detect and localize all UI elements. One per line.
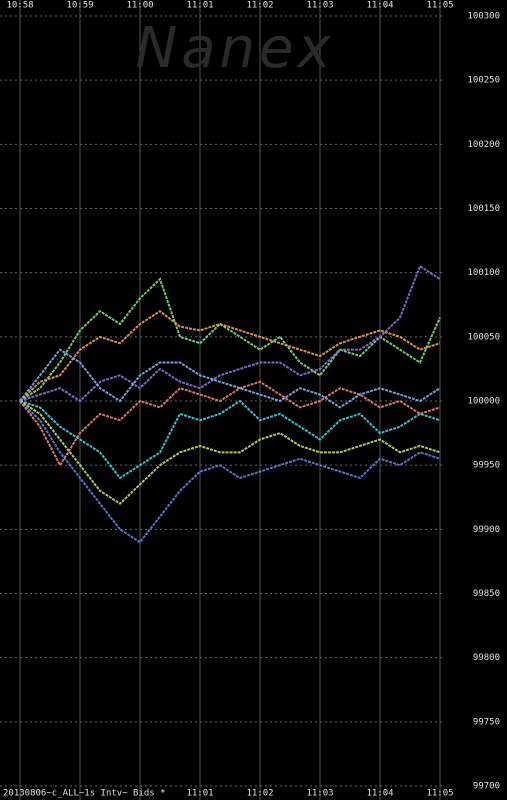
- x-tick-label: 11:03: [306, 1, 333, 11]
- x-tick-label: 10:59: [66, 1, 93, 11]
- x-tick-label: 11:00: [126, 1, 153, 11]
- y-tick-label: 99800: [473, 653, 500, 663]
- footer: 20130806~c_ALL~1s Intv~ Bids *: [3, 789, 166, 799]
- y-tick-label: 99700: [473, 782, 500, 792]
- y-tick-label: 99750: [473, 717, 500, 727]
- series-line: [19, 400, 441, 544]
- y-tick-label: 99950: [473, 461, 500, 471]
- x-tick-label: 11:01: [186, 789, 213, 799]
- series-line: [19, 399, 441, 480]
- x-tick-label: 11:03: [306, 789, 333, 799]
- y-tick-label: 100300: [467, 12, 500, 22]
- x-tick-label: 11:05: [426, 1, 453, 11]
- y-tick-label: 99850: [473, 589, 500, 599]
- x-tick-label: 11:02: [246, 1, 273, 11]
- y-tick-label: 100050: [467, 332, 500, 342]
- y-tick-label: 100250: [467, 76, 500, 86]
- x-tick-label: 11:01: [186, 1, 213, 11]
- series-line: [19, 380, 441, 468]
- watermark: Nanex: [135, 16, 334, 81]
- series-line: [19, 400, 441, 505]
- y-tick-label: 100100: [467, 268, 500, 278]
- series-line: [19, 264, 441, 403]
- x-tick-label: 11:04: [366, 1, 393, 11]
- x-tick-label: 11:02: [246, 789, 273, 799]
- x-tick-label: 11:04: [366, 789, 393, 799]
- series-line: [19, 277, 441, 402]
- series-line: [19, 309, 441, 402]
- x-tick-label: 10:58: [6, 1, 33, 11]
- x-tick-label: 11:05: [426, 789, 453, 799]
- y-tick-label: 99900: [473, 525, 500, 535]
- y-tick-label: 100150: [467, 204, 500, 214]
- y-tick-label: 100200: [467, 140, 500, 150]
- y-tick-label: 100000: [467, 397, 500, 407]
- series-line: [19, 348, 441, 409]
